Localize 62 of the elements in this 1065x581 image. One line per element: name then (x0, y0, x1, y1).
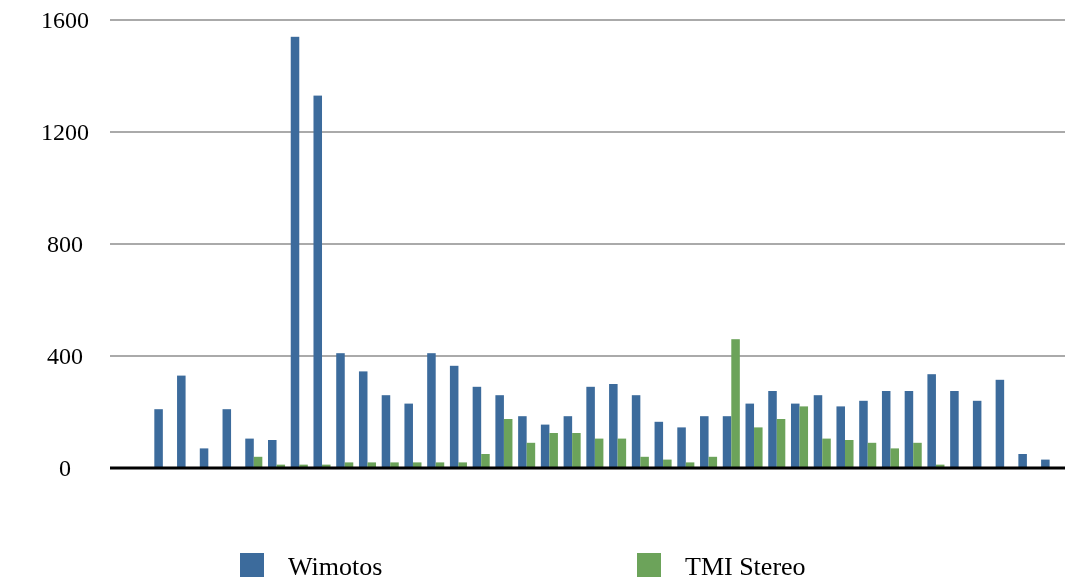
bar (572, 433, 581, 468)
bar (836, 406, 845, 468)
bar (472, 386, 482, 468)
bar (722, 416, 732, 468)
bar (222, 409, 232, 468)
bar (913, 442, 922, 468)
bar (404, 403, 413, 468)
bar (776, 419, 786, 468)
bar (245, 438, 254, 468)
bar (768, 391, 777, 468)
bar (609, 384, 618, 468)
bar (731, 339, 740, 468)
bar (881, 391, 891, 468)
y-tick-label: 800 (47, 231, 83, 258)
bar (859, 400, 868, 468)
bar (640, 456, 649, 468)
bar (950, 391, 959, 468)
bar (995, 379, 1005, 468)
bar (745, 403, 755, 468)
bar (904, 391, 914, 468)
bar (358, 371, 368, 468)
bar (268, 440, 277, 468)
bar (563, 416, 573, 468)
y-tick-label: 1600 (41, 7, 89, 34)
bar (586, 386, 595, 468)
bar (549, 433, 558, 468)
bar (427, 353, 436, 468)
bar (890, 448, 899, 468)
bar (313, 95, 323, 468)
bar (790, 403, 800, 468)
bar (822, 438, 831, 468)
bar (367, 462, 377, 468)
bar (458, 462, 467, 468)
bar (799, 406, 809, 468)
bar (495, 395, 504, 468)
y-tick-label: 400 (47, 343, 83, 370)
bar (154, 409, 163, 468)
bar (390, 462, 399, 468)
y-tick-label: 1200 (41, 119, 89, 146)
bar (518, 416, 527, 468)
bar (177, 375, 186, 468)
bar (336, 353, 345, 468)
bar (927, 374, 936, 468)
bar (540, 424, 550, 468)
legend-label: Wimotos (288, 552, 383, 581)
bar (1018, 454, 1027, 468)
bar (449, 365, 459, 468)
bar (654, 421, 664, 468)
bar (700, 416, 709, 468)
bar (290, 36, 300, 468)
bar (754, 427, 763, 468)
y-tick-label: 0 (59, 455, 71, 482)
bar (481, 454, 490, 468)
bar (631, 395, 641, 468)
bar (844, 440, 854, 468)
bar (503, 419, 513, 468)
bar (677, 427, 686, 468)
legend-label: TMI Stereo (685, 552, 806, 581)
bar (972, 400, 982, 468)
bar (199, 448, 209, 468)
bar (381, 395, 391, 468)
bar (813, 395, 823, 468)
